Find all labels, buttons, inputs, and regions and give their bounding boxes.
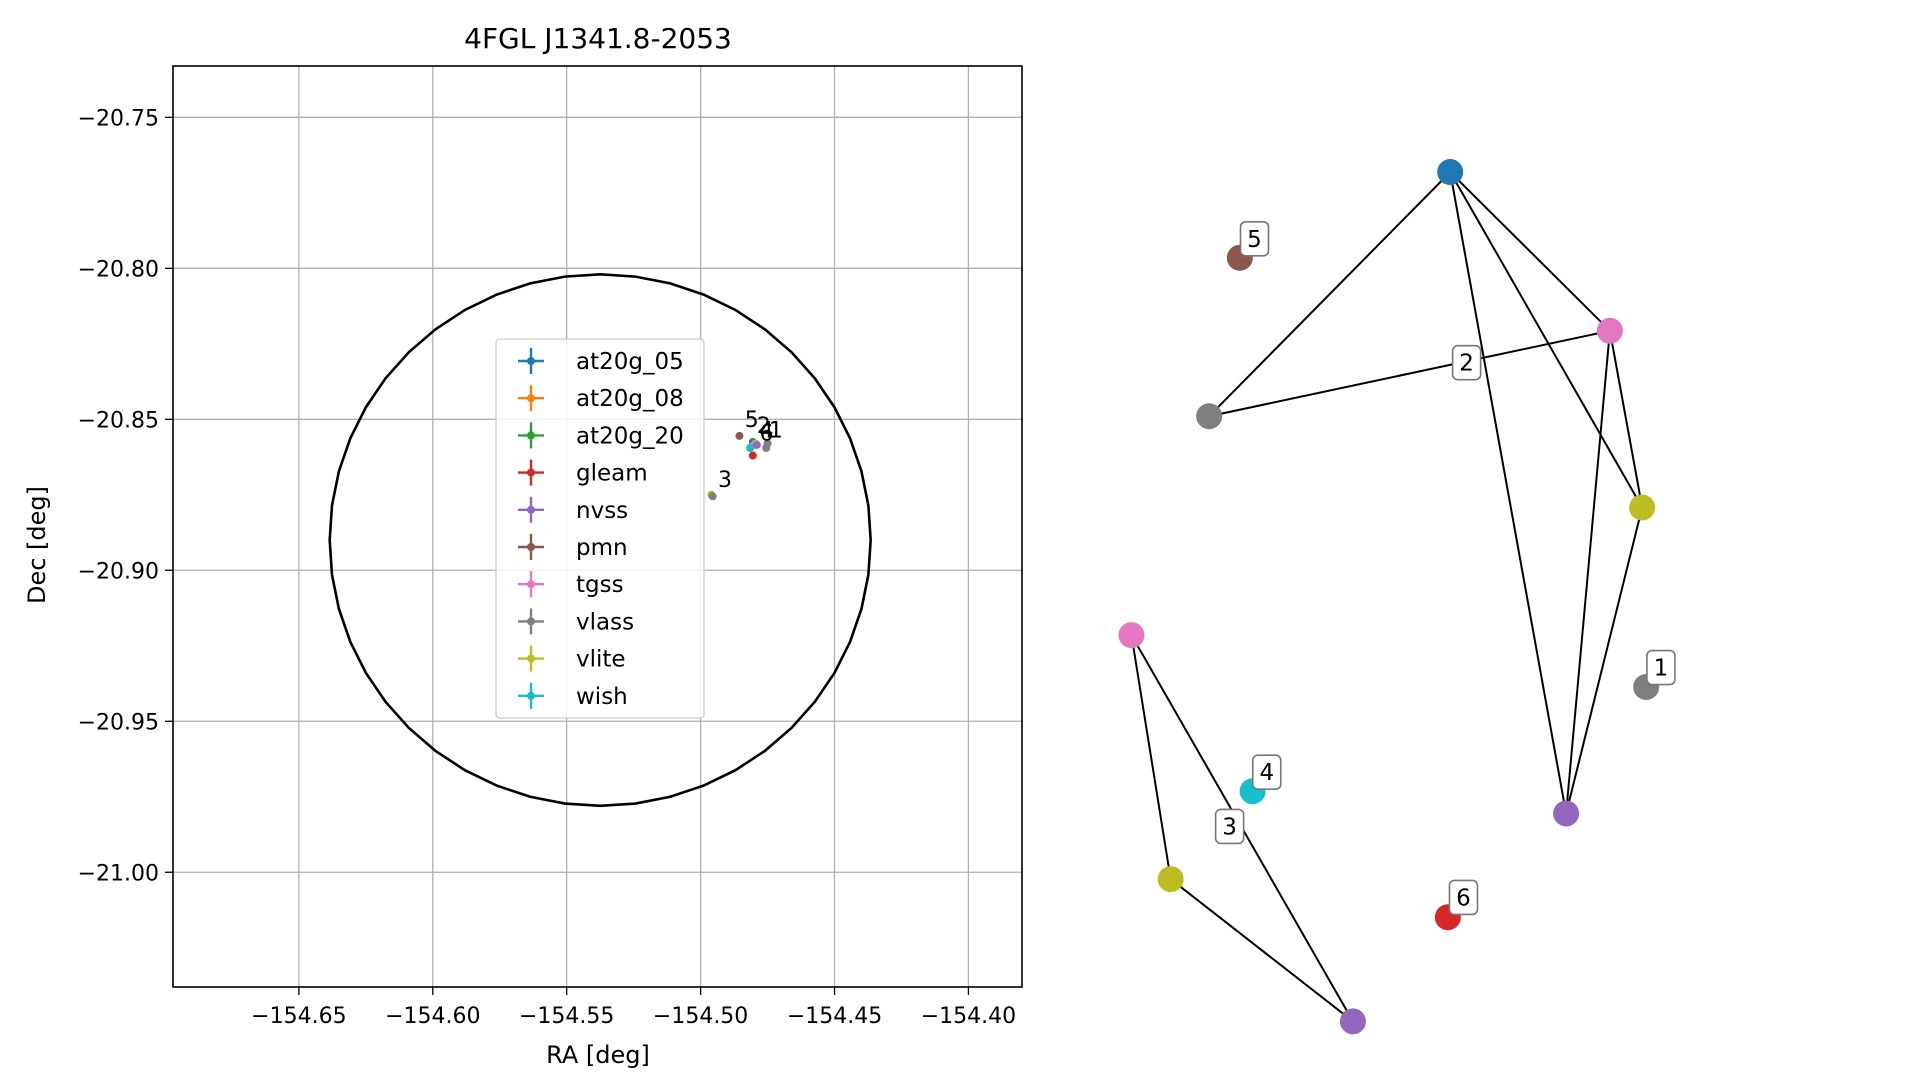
y-axis-label: Dec [deg]: [23, 486, 51, 604]
graph-edge: [1130, 634, 1172, 880]
graph-edges: [1130, 171, 1644, 1023]
legend-label-at20g_05: at20g_05: [576, 349, 684, 375]
uncertainty-ellipse-group: [328, 273, 872, 808]
graph-nodes: [1118, 159, 1660, 1035]
legend-marker-dot: [527, 431, 535, 440]
y-axis-ticks: −20.75 −20.80 −20.85 −20.90 −20.95 −21.00: [78, 106, 173, 886]
legend-label-gleam: gleam: [576, 461, 648, 487]
legend-label-vlite: vlite: [576, 647, 626, 673]
graph-node-tgss: [1596, 317, 1623, 344]
graph-edge: [1565, 330, 1611, 814]
legend-box: [495, 338, 705, 719]
graph-label-box: [1646, 649, 1676, 686]
legend-marker-dot: [527, 394, 535, 403]
graph-label-box: [1214, 808, 1245, 845]
graph-label-box: [1251, 754, 1282, 791]
graph-edge: [1565, 507, 1644, 814]
x-axis-ticks: −154.65 −154.60 −154.55 −154.50 −154.45 −154.…: [251, 987, 1016, 1029]
graph-edge: [1608, 330, 1644, 508]
graph-group-label: 6: [1456, 885, 1471, 911]
source-points: [707, 431, 772, 501]
x-tick-label: −154.65: [251, 1004, 346, 1029]
graph-node-vlass: [1196, 403, 1223, 430]
graph-edge: [1208, 329, 1611, 418]
graph-label-box: [1448, 879, 1479, 916]
graph-edge: [1449, 171, 1568, 814]
plot-group-label: 5: [745, 408, 759, 433]
graph-label-box: [1239, 220, 1270, 257]
graph-group-label: 3: [1222, 814, 1237, 840]
graph-node-vlite: [1629, 494, 1656, 521]
x-tick-label: −154.55: [519, 1004, 614, 1029]
source-point-gleam: [748, 451, 757, 460]
legend-label-wish: wish: [576, 684, 628, 710]
graph-node-nvss: [1339, 1008, 1366, 1035]
y-tick-label: −20.80: [78, 257, 159, 282]
y-tick-label: −20.75: [78, 106, 159, 131]
graph-node-vlite: [1157, 866, 1184, 893]
graph-label-box: [1451, 344, 1482, 381]
x-axis-label: RA [deg]: [546, 1041, 650, 1069]
x-tick-label: −154.40: [921, 1004, 1016, 1029]
plot-group-label: 6: [760, 421, 774, 446]
source-point-nvss: [752, 440, 761, 449]
x-tick-label: −154.45: [787, 1004, 882, 1029]
graph-group-label: 5: [1247, 227, 1262, 253]
graph-edge: [1449, 171, 1611, 332]
y-tick-label: −21.00: [78, 861, 159, 886]
legend-marker-dot: [527, 468, 535, 477]
plot-group-label: 3: [718, 468, 732, 493]
x-tick-label: −154.50: [653, 1004, 748, 1029]
graph-edge: [1170, 878, 1354, 1023]
axes-frame: [172, 65, 1023, 988]
legend-marker-dot: [527, 654, 535, 663]
legend-label-nvss: nvss: [576, 498, 628, 524]
graph-node-tgss: [1118, 622, 1145, 649]
legend-marker-dot: [527, 543, 535, 551]
uncertainty-ellipse: [328, 273, 872, 808]
graph-edge: [1449, 171, 1644, 508]
plot-group-label: 1: [769, 418, 783, 443]
plot-group-label: 4: [760, 418, 774, 443]
legend-label-vlass: vlass: [576, 609, 634, 635]
legend-marker-dot: [527, 691, 535, 700]
graph-edge: [1208, 171, 1451, 417]
y-tick-label: −20.90: [78, 559, 159, 584]
x-tick-label: −154.60: [385, 1004, 480, 1029]
source-point-vlass: [708, 492, 717, 501]
source-point-pmn: [735, 431, 744, 440]
plot-group-label: 2: [757, 414, 771, 439]
legend-marker-dot: [527, 357, 535, 365]
graph-group-label: 4: [1259, 760, 1274, 786]
y-tick-label: −20.85: [78, 408, 159, 433]
graph-node-at20g_05: [1437, 159, 1464, 186]
plot-title: 4FGL J1341.8-2053: [464, 22, 732, 55]
graph-group-label: 2: [1459, 351, 1474, 377]
graph-node-nvss: [1553, 800, 1580, 827]
graph-group-label: 1: [1654, 656, 1669, 682]
graph-group-labels: 1 2 3 4 5 6: [1214, 220, 1676, 916]
legend-marker-dot: [527, 505, 535, 514]
legend-marker-dot: [527, 617, 535, 626]
source-point-wish: [746, 443, 755, 452]
legend-label-at20g_08: at20g_08: [576, 386, 684, 412]
legend-label-pmn: pmn: [576, 535, 628, 561]
legend-label-at20g_20: at20g_20: [576, 423, 684, 449]
legend-marker-dot: [527, 580, 535, 589]
source-point-vlass: [762, 443, 771, 452]
network-graph: 1 2 3 4 5 6: [1118, 159, 1676, 1035]
y-tick-label: −20.95: [78, 710, 159, 735]
legend-label-tgss: tgss: [576, 572, 624, 598]
